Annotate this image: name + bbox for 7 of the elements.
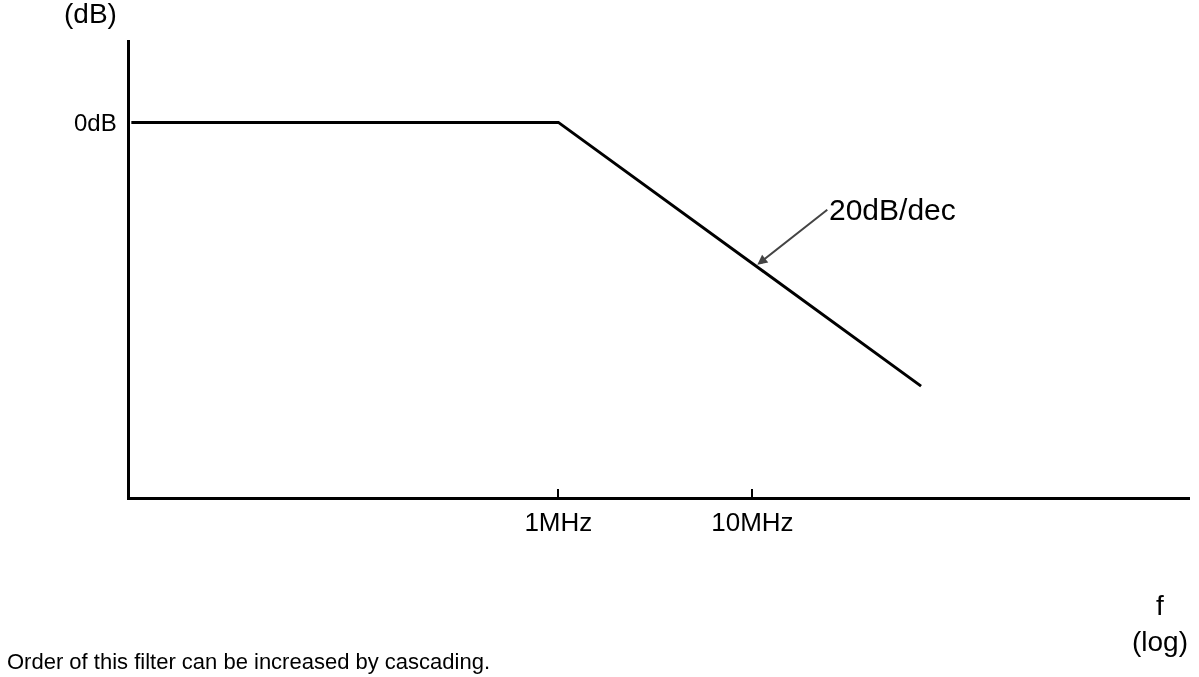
y-axis-title: (dB) (64, 0, 117, 29)
x-tick-label: 10MHz (711, 507, 794, 538)
x-tick-label: 1MHz (524, 507, 593, 538)
annotation: 0dB (74, 109, 117, 136)
text: Order of this filter can be increased by cascading. (7, 649, 491, 674)
x-axis-title: f (log) (1132, 590, 1189, 658)
annotation: 20dB/dec (829, 193, 956, 226)
